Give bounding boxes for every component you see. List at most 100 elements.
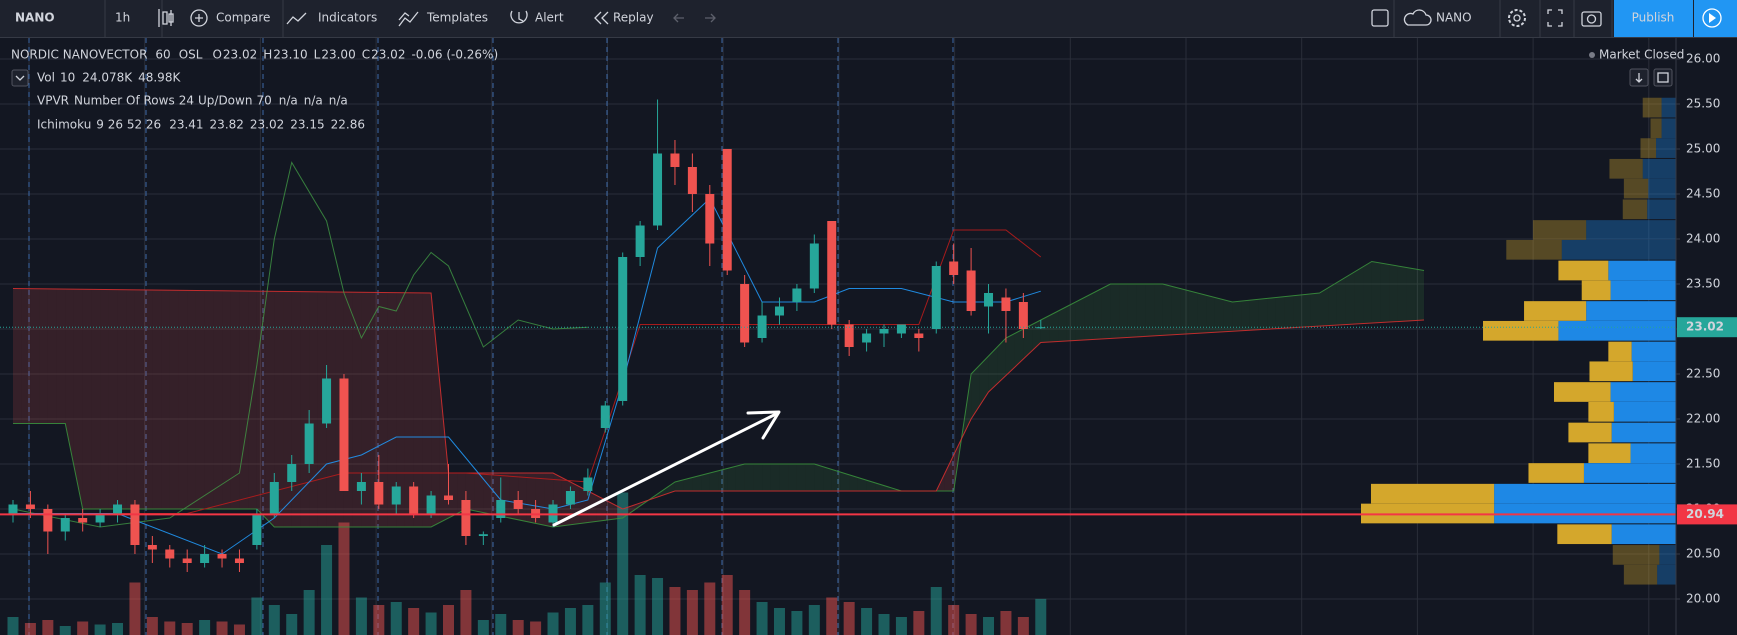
interval-button[interactable]: 1h: [115, 11, 130, 25]
indicator-value: 48.98K: [138, 71, 181, 85]
cloud-fill: [178, 290, 188, 509]
volume-bar: [7, 617, 19, 635]
snapshot-icon[interactable]: [1581, 11, 1602, 27]
candle-body: [896, 324, 906, 334]
candle-body: [931, 266, 941, 329]
toolbar-button[interactable]: Indicators: [318, 11, 377, 25]
volume-bar: [895, 617, 907, 635]
candle-body: [949, 261, 959, 275]
legend-collapse[interactable]: [11, 69, 29, 87]
cloud-fill: [1197, 293, 1207, 334]
ichimoku-line: [13, 260, 1425, 528]
publish-button[interactable]: [1614, 0, 1693, 37]
redo-icon[interactable]: [705, 13, 716, 23]
toolbar-button[interactable]: Templates: [426, 11, 488, 25]
candle-body: [43, 509, 53, 532]
volume-bar: [686, 590, 698, 635]
layout-icon[interactable]: [1371, 9, 1389, 27]
symbol-search[interactable]: NANO: [15, 11, 55, 25]
price-label-box: [1677, 317, 1737, 338]
cloud-fill: [831, 469, 841, 491]
cloud-fill: [13, 288, 22, 424]
cloud-fill: [404, 292, 414, 527]
cloud-fill: [1241, 300, 1250, 331]
volume-bar: [808, 605, 820, 635]
replay-icon: [594, 11, 609, 25]
candle-body: [653, 153, 663, 226]
volume-profile-down: [1612, 545, 1660, 565]
cloud-fill: [875, 482, 884, 491]
fullscreen-icon[interactable]: [1547, 9, 1563, 27]
change: -0.06 (-0.26%): [411, 48, 498, 62]
cloud-fill: [1249, 299, 1259, 331]
toolbar-button[interactable]: Replay: [613, 11, 654, 25]
cloud-icon[interactable]: [1403, 9, 1432, 26]
chart-type-icon[interactable]: [158, 9, 174, 27]
volume-bar: [59, 626, 71, 635]
toolbar-button[interactable]: Compare: [216, 11, 270, 25]
publish-label[interactable]: Publish: [1632, 11, 1675, 25]
volume-profile-up: [1611, 422, 1676, 443]
candle-body: [914, 333, 924, 338]
candle-body: [635, 225, 645, 257]
candle-body: [356, 482, 366, 491]
ohlc-value: 23.00: [321, 48, 355, 62]
candle-body: [984, 293, 994, 307]
candle-body: [25, 504, 35, 509]
cloud-fill: [1380, 263, 1390, 323]
play-button[interactable]: [1694, 0, 1737, 37]
volume-profile-down: [1568, 422, 1612, 443]
volume-bar: [791, 611, 803, 635]
volume-bar: [756, 602, 768, 635]
cloud-fill: [849, 474, 858, 491]
cloud-fill: [1302, 293, 1311, 328]
candle-body: [879, 329, 889, 334]
volume-bar: [129, 582, 141, 635]
volume-bar: [652, 578, 664, 635]
candle-body: [391, 486, 401, 505]
cloud-fill: [1336, 277, 1346, 326]
volume-bar: [913, 611, 925, 635]
candle-body: [809, 243, 819, 289]
candle-body: [827, 221, 837, 325]
cloud-fill: [1180, 288, 1189, 335]
toolbar-button[interactable]: Alert: [535, 11, 564, 25]
volume-bar: [1000, 611, 1012, 635]
account-name[interactable]: NANO: [1436, 11, 1472, 25]
cloud-fill: [283, 291, 292, 527]
volume-bar: [477, 620, 489, 635]
maximize-button[interactable]: [1653, 68, 1673, 87]
candle-body: [322, 378, 332, 424]
indicator-value: 23.82: [210, 118, 244, 132]
indicator-value: n/a: [279, 94, 298, 108]
cloud-fill: [1223, 299, 1233, 332]
settings-icon[interactable]: [1508, 9, 1526, 27]
cloud-fill: [988, 347, 998, 392]
volume-profile-down: [1506, 239, 1562, 260]
cloud-fill: [152, 290, 162, 509]
cloud-fill: [126, 289, 135, 509]
volume-bar: [669, 587, 681, 635]
volume-bar: [512, 620, 524, 635]
cloud-fill: [857, 477, 867, 491]
cloud-fill: [1119, 284, 1128, 338]
volume-bar: [77, 621, 89, 635]
ohlc-value: 23.10: [273, 48, 307, 62]
cloud-fill: [762, 464, 771, 491]
volume-profile-up: [1642, 158, 1676, 179]
cloud-fill: [1058, 306, 1067, 342]
cloud-fill: [65, 289, 74, 467]
candle-body: [740, 284, 750, 343]
cloud-fill: [840, 472, 850, 491]
candle-body: [600, 405, 610, 428]
cloud-fill: [1075, 297, 1085, 341]
candle-body: [234, 558, 244, 563]
cloud-fill: [256, 291, 266, 518]
candle-body: [461, 500, 471, 536]
undo-icon[interactable]: [673, 13, 684, 23]
candle-body: [1036, 327, 1046, 329]
cloud-fill: [1093, 288, 1102, 340]
volume-bar: [408, 608, 420, 635]
